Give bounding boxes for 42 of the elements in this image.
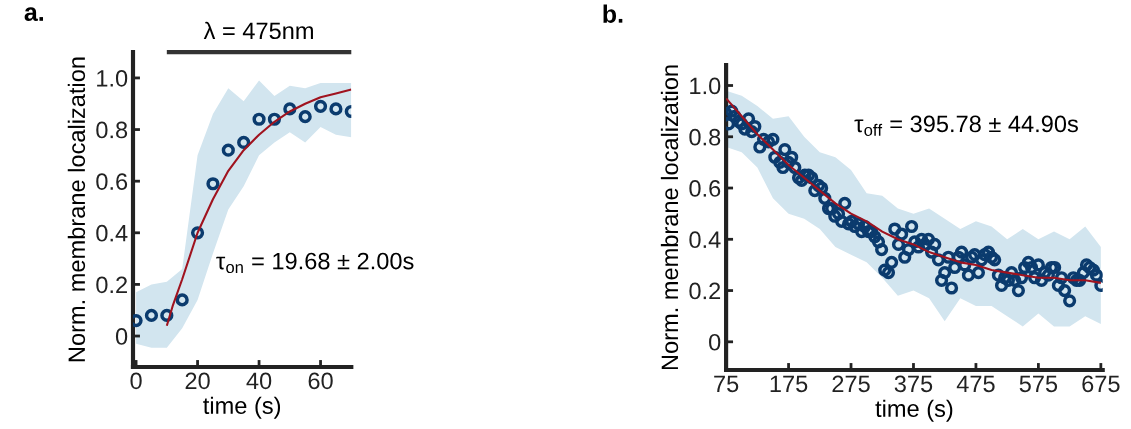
x-tick-label: 0	[130, 372, 142, 390]
x-tick-label: 275	[832, 375, 870, 393]
annotation: τ$_{off}$ = 395.78 ± 44.90s	[854, 115, 1078, 136]
point	[237, 135, 251, 150]
y-tick-label: 0.6	[96, 173, 128, 190]
point	[175, 293, 189, 307]
x-tick-label: 675	[1082, 375, 1120, 393]
y-axis-title: Norm. membrane localization	[67, 57, 86, 362]
chart-title: b.	[603, 4, 623, 23]
x-tick-label: 375	[894, 375, 933, 393]
point	[252, 112, 266, 126]
x-axis-title: time (s)	[203, 396, 281, 419]
x-axis-title: time (s)	[875, 399, 953, 422]
x-tick-label: 75	[714, 375, 739, 393]
series-label: λ = 475nm	[203, 21, 313, 40]
y-axis-title: Norm. membrane localization	[660, 65, 679, 370]
annotation: τ$_{on}$ = 19.68 ± 2.00s	[216, 252, 414, 274]
y-tick-label: 0	[115, 328, 128, 345]
point	[221, 143, 235, 157]
x-tick-label: 60	[308, 372, 333, 390]
y-tick-label: 0.4	[689, 231, 721, 249]
y-tick-label: 0.2	[689, 282, 721, 300]
y-tick-label: 1.0	[690, 77, 721, 95]
point	[329, 102, 343, 116]
x-tick-label: 40	[246, 372, 272, 390]
point	[313, 99, 328, 113]
line-series	[165, 88, 352, 327]
y-tick-label: 0.6	[689, 180, 721, 197]
x-tick-label: 475	[956, 375, 995, 393]
point	[144, 308, 159, 322]
y-tick-label: 0.2	[96, 276, 127, 294]
y-tick-label: 1.0	[97, 70, 128, 87]
x-tick-label: 575	[1019, 375, 1058, 393]
y-tick-label: 0.8	[96, 121, 128, 139]
y-tick-label: 0	[709, 333, 721, 351]
chart-title: a.	[24, 7, 43, 22]
x-tick-label: 20	[185, 372, 210, 390]
point	[298, 110, 312, 124]
x-tick-label: 175	[770, 375, 808, 393]
point	[206, 177, 220, 191]
y-tick-label: 0.4	[96, 224, 128, 242]
y-tick-label: 0.8	[689, 128, 721, 146]
